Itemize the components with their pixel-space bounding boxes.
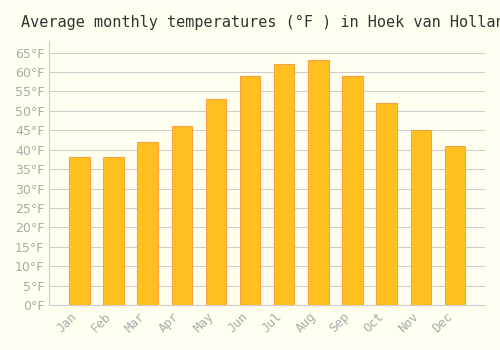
Bar — [376, 103, 397, 305]
Bar — [104, 158, 124, 305]
Bar — [172, 126, 192, 305]
Bar — [444, 146, 465, 305]
Bar — [308, 60, 328, 305]
Bar — [410, 130, 431, 305]
Bar — [342, 76, 363, 305]
Bar — [69, 158, 89, 305]
Bar — [274, 64, 294, 305]
Bar — [240, 76, 260, 305]
Title: Average monthly temperatures (°F ) in Hoek van Holland: Average monthly temperatures (°F ) in Ho… — [21, 15, 500, 30]
Bar — [206, 99, 226, 305]
Bar — [138, 142, 158, 305]
